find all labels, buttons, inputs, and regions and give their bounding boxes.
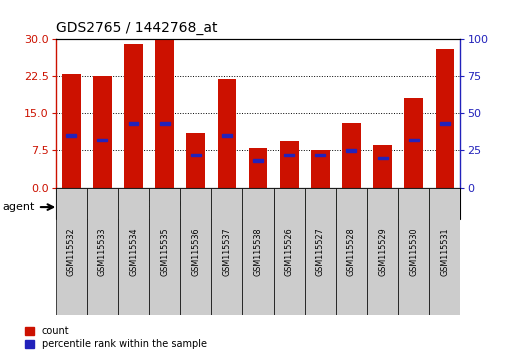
Bar [217,79,236,188]
Bar [439,122,449,125]
Text: GSM115528: GSM115528 [346,227,356,276]
Bar [186,133,205,188]
Bar [428,188,460,315]
Bar [304,188,335,315]
Bar [273,188,460,219]
Bar [248,148,267,188]
Legend: count, percentile rank within the sample: count, percentile rank within the sample [25,326,206,349]
Bar [160,122,169,125]
Text: GSM115530: GSM115530 [409,227,418,276]
Bar [335,188,366,315]
Bar [242,188,273,315]
Text: control: control [144,197,185,210]
Bar [155,39,174,188]
Bar [128,122,138,125]
Text: GSM115536: GSM115536 [191,227,200,276]
Text: GSM115533: GSM115533 [97,227,107,276]
Text: GDS2765 / 1442768_at: GDS2765 / 1442768_at [56,21,217,35]
Bar [66,134,76,137]
Bar [435,49,453,188]
Bar [311,150,329,188]
Bar [149,188,180,315]
Bar [118,188,149,315]
Bar [222,134,231,137]
Text: GSM115537: GSM115537 [222,227,231,276]
Text: GSM115526: GSM115526 [284,227,293,276]
Bar [341,123,360,188]
Bar [397,188,428,315]
Bar [56,188,273,219]
Bar [124,44,142,188]
Bar [190,154,200,156]
Bar [315,154,325,156]
Bar [56,188,87,315]
Bar [373,145,391,188]
Text: GSM115535: GSM115535 [160,227,169,276]
Text: agent: agent [3,202,35,212]
Text: GSM115529: GSM115529 [377,227,386,276]
Bar [408,139,418,141]
Text: GSM115538: GSM115538 [253,227,262,276]
Bar [252,160,263,162]
Bar [366,188,397,315]
Text: GSM115534: GSM115534 [129,227,138,276]
Text: GSM115527: GSM115527 [315,227,324,276]
Bar [346,149,356,152]
Bar [211,188,242,315]
Bar [284,154,293,156]
Text: creatine: creatine [342,197,390,210]
Bar [87,188,118,315]
Bar [97,139,107,141]
Bar [273,188,304,315]
Bar [279,141,298,188]
Text: GSM115532: GSM115532 [67,227,76,276]
Bar [93,76,112,188]
Bar [403,98,422,188]
Bar [180,188,211,315]
Bar [377,156,387,159]
Bar [62,74,80,188]
Text: GSM115531: GSM115531 [439,227,448,276]
